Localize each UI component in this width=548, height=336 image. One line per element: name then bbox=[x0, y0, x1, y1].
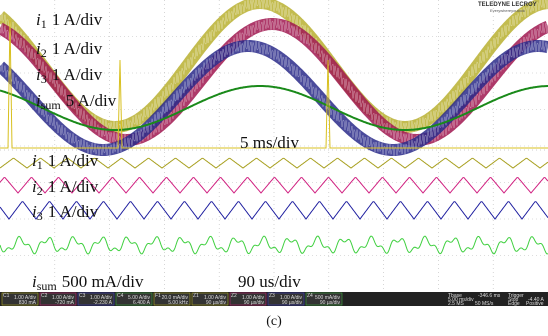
channel-value: 6.400 A bbox=[133, 300, 151, 306]
label-scale: 1 A/div bbox=[52, 39, 103, 58]
page: i11 A/divi21 A/divi31 A/divisum5 A/div5 … bbox=[0, 0, 548, 336]
label-subscript: 1 bbox=[37, 158, 43, 172]
channel-value: 90 µs/div bbox=[320, 300, 341, 306]
label-subscript: 2 bbox=[37, 184, 43, 198]
status-text: Positive bbox=[526, 301, 544, 307]
channel-value: 90 µs/div bbox=[244, 300, 265, 306]
label-subscript: 2 bbox=[41, 46, 47, 60]
channel-id: Z1 bbox=[193, 293, 199, 299]
timebase: 90 us/div bbox=[238, 272, 301, 291]
label-subscript: sum bbox=[41, 98, 62, 112]
channel-id: C1 bbox=[3, 293, 10, 299]
label-scale: 1 A/div bbox=[48, 177, 99, 196]
label-scale: 5 A/div bbox=[66, 91, 117, 110]
channel-value: -720 mA bbox=[55, 300, 75, 306]
status-text: 2.5 MS bbox=[448, 301, 465, 307]
status-text: -346.6 ms bbox=[478, 293, 501, 299]
scope-screen: i11 A/divi21 A/divi31 A/divisum5 A/div5 … bbox=[0, 0, 548, 336]
channel-id: C3 bbox=[79, 293, 86, 299]
channel-id: Z4 bbox=[307, 293, 313, 299]
brand-tagline: Everywhereyoulook bbox=[490, 8, 525, 13]
timebase: 5 ms/div bbox=[240, 133, 300, 152]
channel-id: C4 bbox=[117, 293, 124, 299]
label-subscript: 3 bbox=[41, 72, 47, 86]
status-text: 50 MS/s bbox=[475, 301, 494, 307]
label-scale: 1 A/div bbox=[52, 65, 103, 84]
channel-id: C2 bbox=[41, 293, 48, 299]
label-scale: 1 A/div bbox=[48, 202, 99, 221]
channel-id: Z3 bbox=[269, 293, 275, 299]
channel-id: F1 bbox=[155, 293, 161, 299]
channel-value: 90 µs/div bbox=[282, 300, 303, 306]
channel-value: 5.00 kHz bbox=[168, 300, 188, 306]
label-subscript: sum bbox=[37, 279, 58, 293]
label-subscript: 1 bbox=[41, 17, 47, 31]
label-scale: 1 A/div bbox=[52, 10, 103, 29]
channel-value: 830 mA bbox=[19, 300, 37, 306]
status-text: Edge bbox=[508, 301, 520, 307]
label-scale: 1 A/div bbox=[48, 151, 99, 170]
label-subscript: 3 bbox=[37, 209, 43, 223]
channel-id: Z2 bbox=[231, 293, 237, 299]
channel-value: -2.230 A bbox=[93, 300, 112, 306]
label-scale: 500 mA/div bbox=[62, 272, 144, 291]
caption: (c) bbox=[266, 314, 282, 329]
channel-value: 90 µs/div bbox=[206, 300, 227, 306]
